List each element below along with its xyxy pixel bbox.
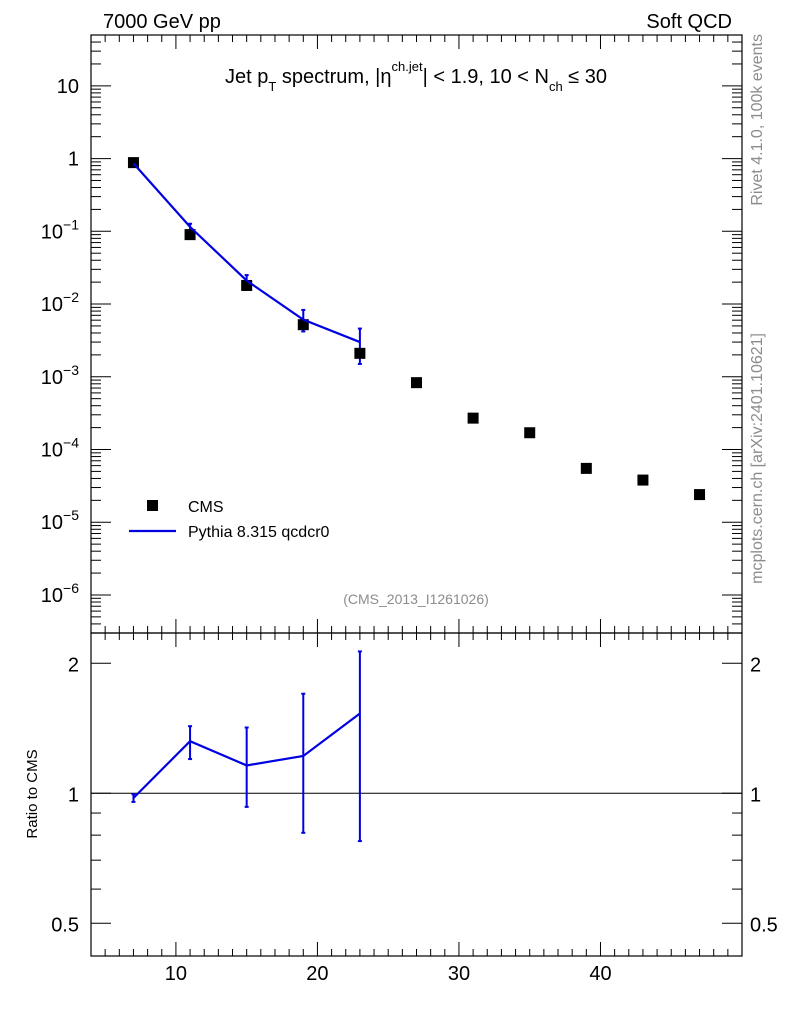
ratio-series	[131, 650, 362, 843]
axis-ticks	[91, 34, 742, 956]
x-tick-label: 20	[306, 963, 328, 985]
legend-label-pythia: Pythia 8.315 qcdcr0	[188, 524, 330, 541]
cms-data-point	[184, 229, 196, 241]
ratio-tick-label-right: 0.5	[750, 914, 778, 936]
ratio-line	[132, 712, 361, 799]
main-plot-frame	[90, 34, 743, 634]
cms-data-point	[354, 347, 366, 359]
ratio-tick-label-left: 0.5	[51, 914, 79, 936]
pythia-line	[132, 162, 361, 344]
x-tick-labels: 10 20 30 40	[165, 963, 612, 985]
y-tick-label: 1	[68, 149, 79, 171]
rivet-label: Rivet 4.1.0, 100k events	[749, 34, 766, 206]
y-tick-label: 10−3	[41, 362, 79, 389]
cms-data-point	[637, 474, 649, 486]
ratio-tick-label-right: 1	[750, 784, 761, 806]
y-tick-label: 10−2	[41, 289, 79, 316]
cms-data-point	[127, 157, 139, 169]
legend-label-cms: CMS	[188, 499, 224, 516]
ratio-plot-frame	[90, 632, 743, 957]
legend-marker-cms	[147, 500, 158, 511]
cms-data-point	[580, 462, 592, 474]
y-tick-label: 10	[57, 76, 79, 98]
cms-data-point	[467, 412, 479, 424]
cms-data-point	[694, 489, 706, 501]
cms-data-point	[297, 319, 309, 331]
mcplots-label: mcplots.cern.ch [arXiv:2401.10621]	[749, 333, 766, 584]
analysis-tag: (CMS_2013_I1261026)	[343, 591, 489, 607]
y-tick-label: 10−4	[41, 435, 79, 462]
data-series	[127, 157, 706, 501]
ratio-tick-label-left: 1	[68, 784, 79, 806]
header-left: 7000 GeV pp	[103, 11, 221, 33]
y-tick-label: 10−6	[41, 580, 79, 607]
ratio-tick-label-left: 2	[68, 654, 79, 676]
header-right: Soft QCD	[646, 11, 732, 33]
cms-data-point	[411, 377, 422, 389]
cms-data-point	[241, 279, 253, 291]
x-tick-label: 10	[165, 963, 187, 985]
ratio-ylabel: Ratio to CMS	[24, 749, 41, 838]
y-tick-label: 10−1	[41, 216, 79, 243]
cms-data-point	[524, 427, 536, 439]
ratio-tick-labels: 0.5 0.5 1 1 2 2	[51, 654, 778, 936]
chart-title: Jet pT spectrum, |ηch.jet| < 1.9, 10 < N…	[225, 59, 607, 94]
ratio-tick-label-right: 2	[750, 654, 761, 676]
y-tick-label: 10−5	[41, 507, 79, 534]
legend: CMS Pythia 8.315 qcdcr0	[129, 499, 330, 541]
x-tick-label: 40	[589, 963, 611, 985]
y-tick-labels: 10 1 10−1 10−2 10−3 10−4 10−5 10−6	[41, 76, 79, 607]
x-tick-label: 30	[448, 963, 470, 985]
